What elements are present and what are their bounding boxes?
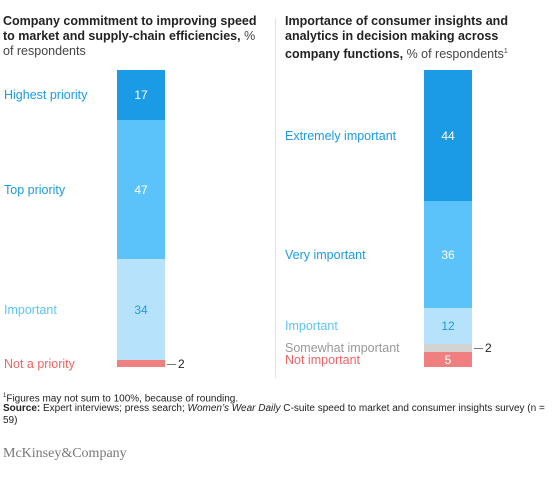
bar-segment	[424, 201, 472, 309]
bar-value-label: 47	[134, 182, 148, 197]
footnote-text: Figures may not sum to 100%, because of …	[6, 393, 239, 405]
chart-2: 44 Extremely important 36 Very important 12 I…	[276, 0, 560, 380]
chart-1-subtitle: % of respondents	[3, 29, 256, 58]
bar-value-label: 2	[485, 341, 492, 356]
source-italic: Women’s Wear Daily	[187, 403, 281, 414]
chart-2-subtitle: % of respondents	[406, 47, 504, 62]
chart-1-title: Company commitment to improving speed to…	[3, 14, 257, 58]
bar-segment	[424, 308, 472, 345]
chart-2-subtitle-note: 1	[503, 48, 508, 55]
bar-segment	[117, 120, 165, 260]
chart-2-title: Importance of consumer insights and anal…	[285, 14, 508, 62]
bar-value-label: 5	[444, 352, 452, 367]
category-label: Extremely important	[285, 128, 397, 143]
footnote-marker: 1	[3, 393, 7, 399]
source-rest: C-suite speed to market and consumer ins…	[3, 403, 545, 426]
chart-divider	[275, 18, 276, 378]
bar-value-label: 44	[441, 128, 455, 143]
bar-segment	[117, 259, 165, 361]
source-label: Source:	[3, 403, 41, 414]
bar-value-label: 34	[134, 302, 148, 317]
bar-segment	[117, 70, 165, 121]
category-label: Important	[4, 302, 57, 317]
bar-value-label: 17	[134, 88, 148, 103]
bar-value-label: 2	[178, 356, 185, 371]
category-label: Very important	[285, 247, 366, 262]
bar-segment	[424, 344, 472, 353]
bar-segment	[424, 70, 472, 202]
category-label: Somewhat important	[285, 341, 400, 356]
bar-value-label: 36	[441, 247, 455, 262]
category-label: Top priority	[4, 182, 66, 197]
chart-1: 17 Highest priority 47 Top priority 34 Import…	[0, 0, 275, 380]
callout-line	[167, 363, 176, 365]
source-text: Expert interviews; press search;	[43, 403, 185, 414]
category-label: Important	[285, 319, 338, 334]
footnote: 1Figures may not sum to 100%, because of…	[3, 390, 548, 405]
brand-logo: McKinsey&Company	[3, 446, 127, 461]
callout-line	[474, 348, 483, 350]
category-label: Not a priority	[4, 356, 75, 371]
bar-segment	[424, 352, 472, 368]
category-label: Highest priority	[4, 88, 88, 103]
bar-value-label: 12	[441, 319, 455, 334]
source-note: Source: Expert interviews; press search;…	[3, 403, 548, 427]
category-label: Not important	[285, 352, 361, 367]
bar-segment	[117, 360, 165, 368]
